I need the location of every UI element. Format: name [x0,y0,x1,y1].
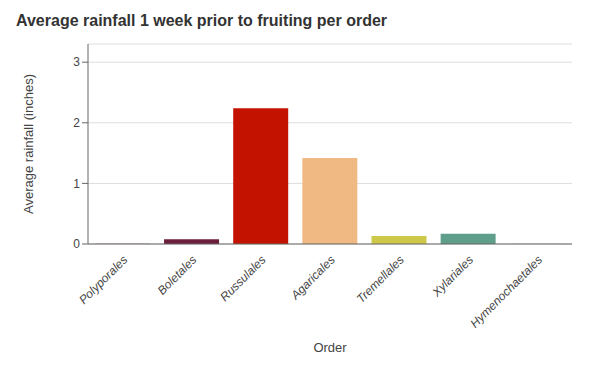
svg-text:2: 2 [73,116,80,130]
svg-text:Russulales: Russulales [217,253,268,304]
html-text:Average rainfall 1 week prior: Average rainfall 1 week prior to fruitin… [16,12,388,29]
svg-text:3: 3 [73,55,80,69]
svg-text:Order: Order [313,340,347,355]
svg-text:Boletales: Boletales [155,253,200,298]
svg-text:Hymenochaetales: Hymenochaetales [467,253,545,331]
svg-text:1: 1 [73,177,80,191]
svg-text:Average rainfall (inches): Average rainfall (inches) [21,74,36,214]
svg-text:Agaricales: Agaricales [288,253,338,303]
svg-text:0: 0 [73,237,80,251]
svg-text:Polyporales: Polyporales [76,253,130,307]
svg-text:Tremellales: Tremellales [354,253,407,306]
svg-text:Xylariales: Xylariales [429,253,476,300]
